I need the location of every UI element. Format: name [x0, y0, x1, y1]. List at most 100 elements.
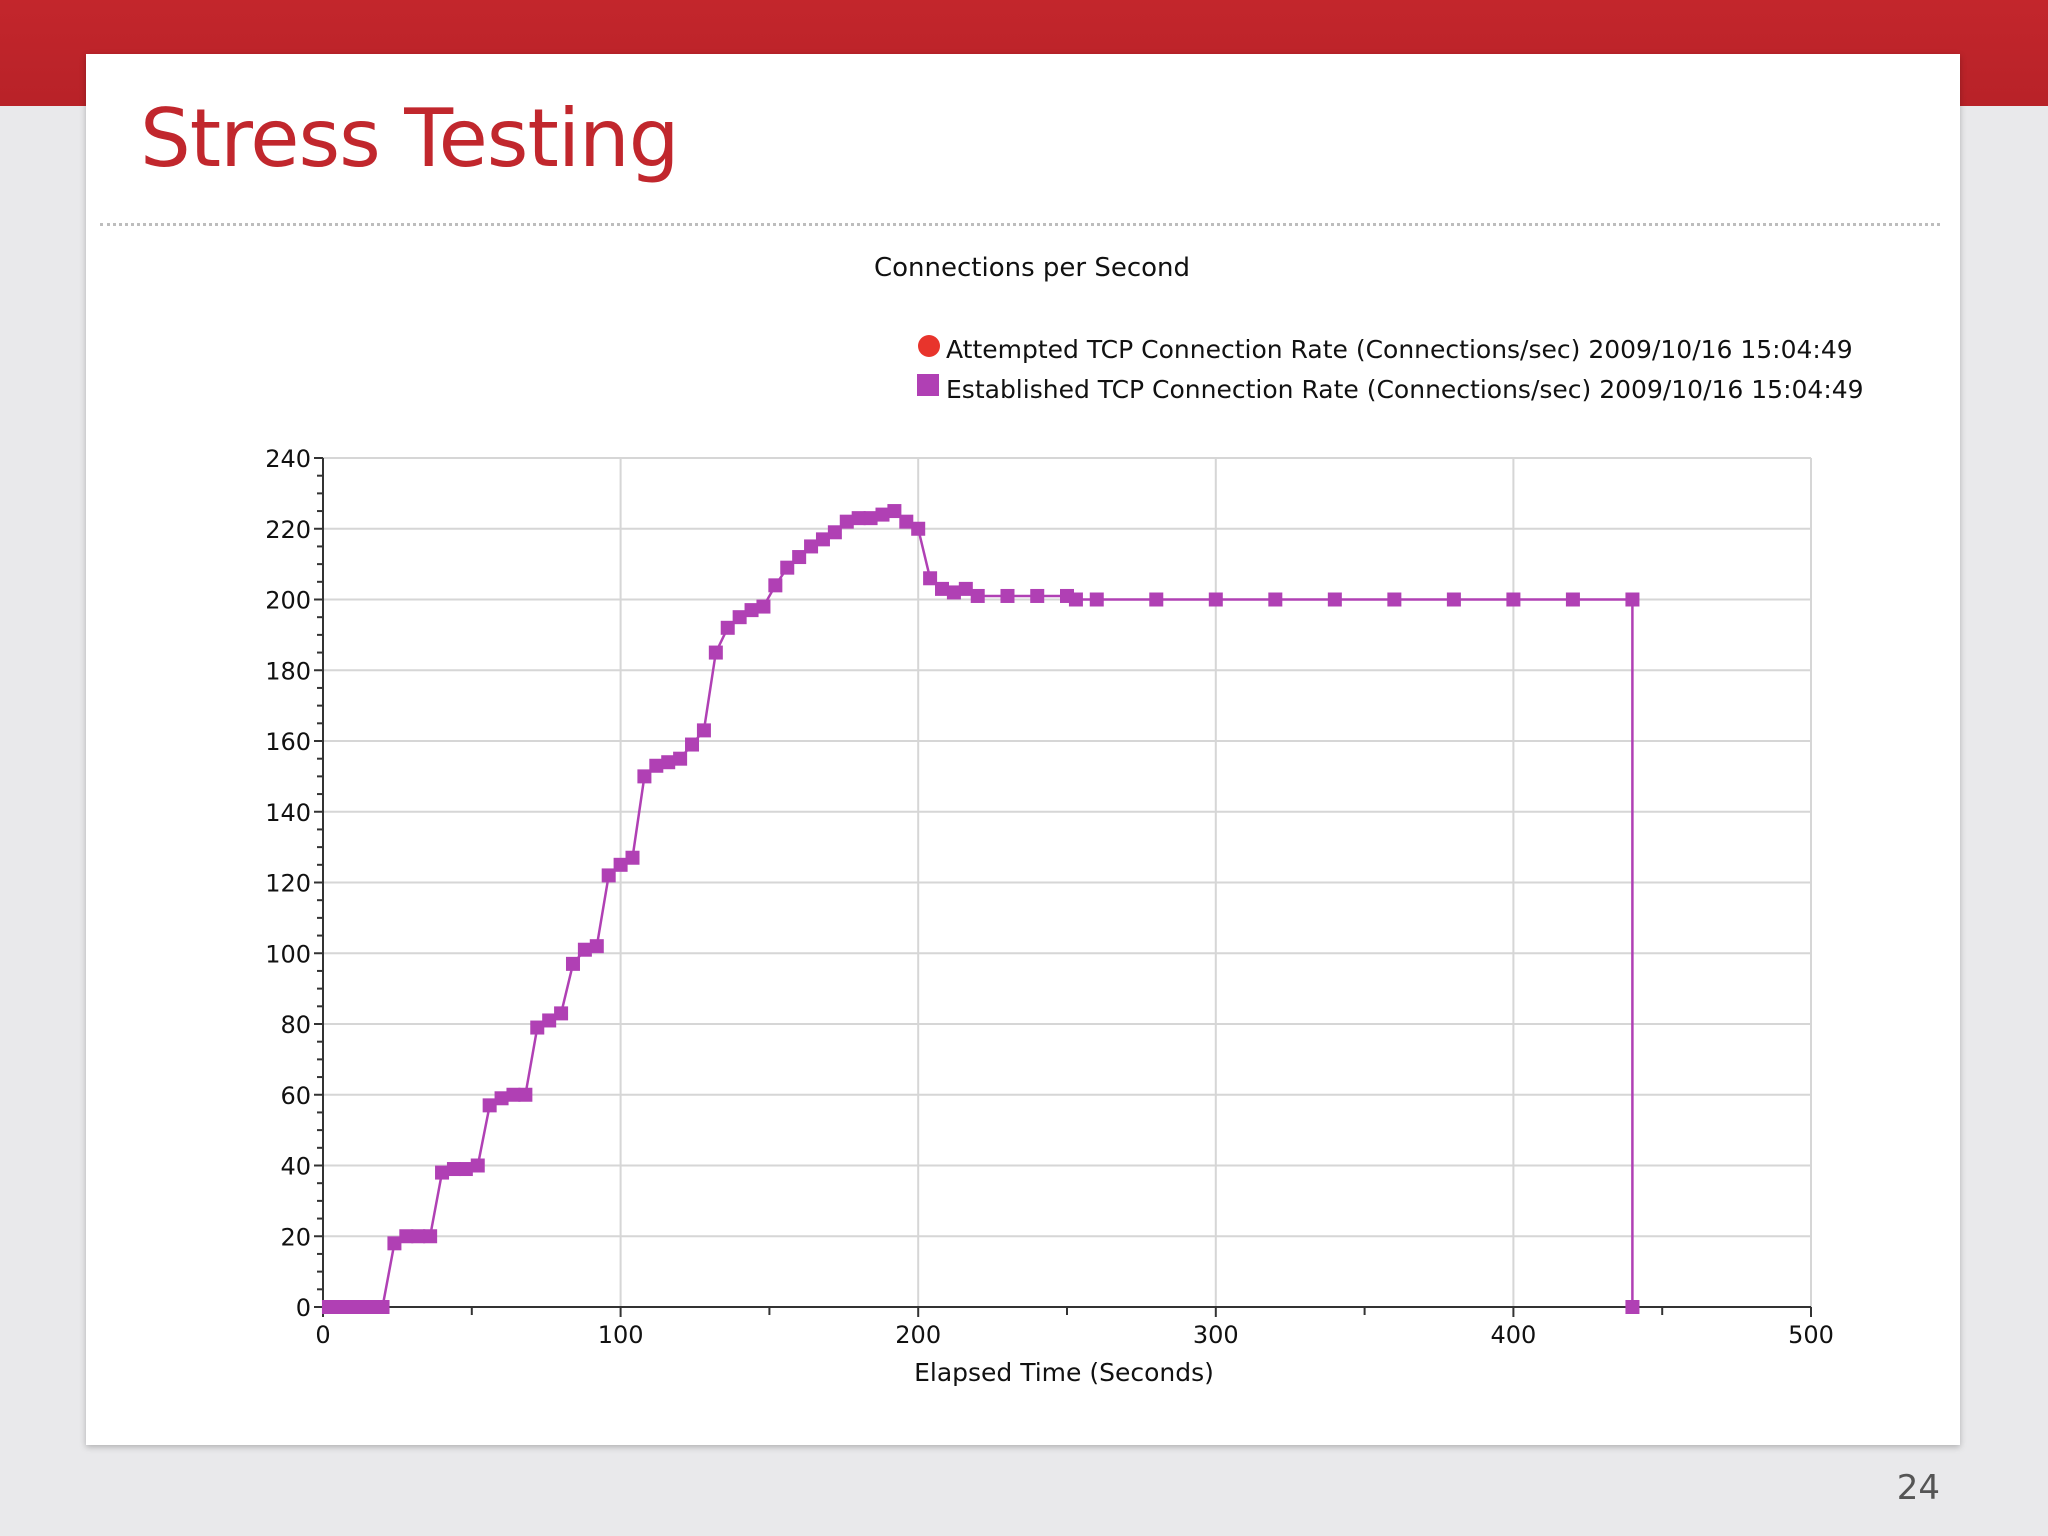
data-point — [506, 1087, 521, 1102]
x-tick-label: 200 — [895, 1321, 941, 1349]
data-point — [946, 585, 961, 600]
data-point — [661, 755, 676, 770]
data-point — [1030, 588, 1045, 603]
data-point — [875, 507, 890, 522]
data-point — [958, 581, 973, 596]
data-point — [1565, 592, 1580, 607]
data-point — [970, 588, 985, 603]
data-point — [637, 769, 652, 784]
data-point — [911, 521, 926, 536]
y-tick-label: 120 — [265, 870, 311, 898]
data-point — [387, 1236, 402, 1251]
data-point — [357, 1300, 372, 1314]
data-point — [625, 850, 640, 865]
slide-title: Stress Testing — [140, 92, 680, 185]
page-number: 24 — [1896, 1468, 1940, 1508]
data-point — [887, 504, 902, 519]
data-point — [565, 956, 580, 971]
data-point — [1068, 592, 1083, 607]
data-point — [1625, 592, 1640, 607]
data-point — [708, 645, 723, 660]
data-point — [494, 1091, 509, 1106]
data-point — [1208, 592, 1223, 607]
data-point — [518, 1087, 533, 1102]
title-divider — [100, 223, 1940, 226]
data-point — [899, 514, 914, 529]
y-tick-label: 220 — [265, 516, 311, 544]
legend-label-attempted: Attempted TCP Connection Rate (Connectio… — [946, 335, 1853, 364]
data-point — [935, 581, 950, 596]
data-point — [1446, 592, 1461, 607]
legend-label-established: Established TCP Connection Rate (Connect… — [946, 375, 1864, 404]
data-point — [851, 511, 866, 526]
data-point — [815, 532, 830, 547]
data-point — [613, 857, 628, 872]
data-point — [732, 610, 747, 625]
data-point — [780, 560, 795, 575]
y-tick-label: 60 — [280, 1082, 311, 1110]
legend-marker-attempted — [918, 335, 940, 357]
data-point — [542, 1013, 557, 1028]
data-point — [458, 1162, 473, 1177]
data-point — [720, 620, 735, 635]
y-tick-label: 100 — [265, 940, 311, 968]
data-point — [1268, 592, 1283, 607]
chart-legend: Attempted TCP Connection Rate (Connectio… — [917, 335, 1864, 404]
chart-series — [321, 504, 1640, 1314]
data-point — [863, 511, 878, 526]
data-point — [554, 1006, 569, 1021]
legend-marker-established — [917, 374, 939, 396]
y-tick-label: 80 — [280, 1011, 311, 1039]
slide: Stress Testing — [86, 54, 1960, 1445]
data-point — [375, 1300, 390, 1314]
x-tick-label: 400 — [1490, 1321, 1536, 1349]
y-tick-label: 140 — [265, 799, 311, 827]
tick-labels: 0 20 40 60 80 100 120 140 160 180 200 220 240 0 100 200… — [265, 445, 1834, 1349]
data-point — [1000, 588, 1015, 603]
data-point — [792, 550, 807, 565]
data-point — [839, 514, 854, 529]
data-point — [470, 1158, 485, 1173]
data-point — [1506, 592, 1521, 607]
data-point — [399, 1229, 414, 1244]
data-point — [696, 723, 711, 738]
y-tick-label: 240 — [265, 445, 311, 473]
y-tick-label: 200 — [265, 587, 311, 615]
x-tick-label: 0 — [315, 1321, 330, 1349]
data-point — [411, 1229, 426, 1244]
data-point — [333, 1300, 348, 1314]
data-point — [804, 539, 819, 554]
y-tick-label: 40 — [280, 1153, 311, 1181]
data-point — [482, 1098, 497, 1113]
data-point — [744, 603, 759, 618]
data-point — [435, 1165, 450, 1180]
data-point — [685, 737, 700, 752]
series-line-established — [329, 509, 1634, 1309]
data-point — [530, 1020, 545, 1035]
data-point — [446, 1162, 461, 1177]
data-point — [827, 525, 842, 540]
data-point — [1149, 592, 1164, 607]
y-tick-label: 180 — [265, 657, 311, 685]
y-tick-label: 20 — [280, 1223, 311, 1251]
x-tick-label: 300 — [1193, 1321, 1239, 1349]
data-point — [673, 751, 688, 766]
chart-axes — [314, 457, 1812, 1317]
data-point — [577, 942, 592, 957]
x-tick-label: 500 — [1788, 1321, 1834, 1349]
data-point — [589, 939, 604, 954]
y-tick-label: 160 — [265, 728, 311, 756]
data-point — [423, 1229, 438, 1244]
data-point — [756, 599, 771, 614]
data-point — [1387, 592, 1402, 607]
data-point — [649, 758, 664, 773]
chart-grid — [323, 457, 1812, 1307]
y-tick-label: 0 — [296, 1294, 311, 1322]
x-axis-label: Elapsed Time (Seconds) — [914, 1358, 1214, 1387]
data-point — [1089, 592, 1104, 607]
data-point — [1625, 1300, 1640, 1314]
data-point — [923, 571, 938, 586]
chart-title: Connections per Second — [874, 253, 1190, 283]
data-point — [345, 1300, 360, 1314]
